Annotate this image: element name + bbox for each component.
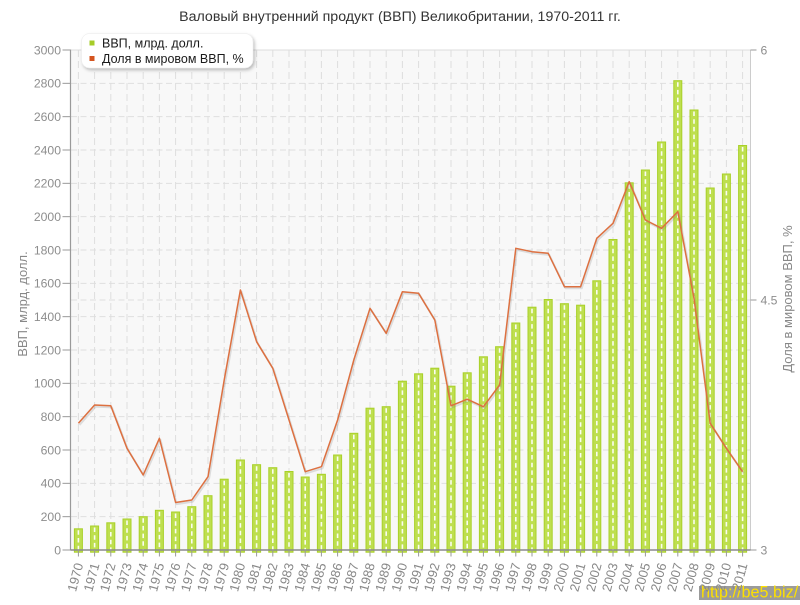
svg-text:2007: 2007 <box>664 561 686 593</box>
svg-text:1984: 1984 <box>291 561 313 593</box>
svg-text:2006: 2006 <box>648 561 670 593</box>
svg-text:1978: 1978 <box>194 561 216 593</box>
svg-text:2001: 2001 <box>567 561 589 593</box>
svg-text:2600: 2600 <box>34 110 61 124</box>
svg-text:1985: 1985 <box>307 561 329 593</box>
svg-text:2200: 2200 <box>34 177 61 191</box>
svg-text:1988: 1988 <box>356 561 378 593</box>
svg-text:1998: 1998 <box>518 561 540 593</box>
svg-text:1973: 1973 <box>113 561 135 593</box>
svg-text:4.5: 4.5 <box>761 293 778 307</box>
svg-text:800: 800 <box>41 410 62 424</box>
svg-text:1975: 1975 <box>145 561 167 593</box>
svg-text:1991: 1991 <box>405 561 427 593</box>
svg-text:1993: 1993 <box>437 561 459 593</box>
svg-text:400: 400 <box>41 477 62 491</box>
svg-text:2800: 2800 <box>34 77 61 91</box>
svg-text:Валовый внутренний продукт (ВВ: Валовый внутренний продукт (ВВП) Великоб… <box>179 9 621 25</box>
svg-text:1999: 1999 <box>534 561 556 593</box>
svg-text:1974: 1974 <box>129 561 151 593</box>
svg-text:1970: 1970 <box>64 561 86 593</box>
svg-text:2002: 2002 <box>583 561 605 593</box>
svg-text:1986: 1986 <box>324 561 346 593</box>
svg-text:1995: 1995 <box>469 561 491 593</box>
svg-text:ВВП, млрд. долл.: ВВП, млрд. долл. <box>102 37 203 51</box>
svg-text:http://be5.biz/: http://be5.biz/ <box>701 584 799 601</box>
svg-text:2009: 2009 <box>696 561 718 593</box>
svg-text:2003: 2003 <box>599 561 621 593</box>
svg-text:2010: 2010 <box>712 561 734 593</box>
svg-text:1981: 1981 <box>243 561 265 593</box>
svg-text:2000: 2000 <box>34 210 61 224</box>
svg-text:2400: 2400 <box>34 143 61 157</box>
svg-text:Доля в мировом ВВП, %: Доля в мировом ВВП, % <box>102 52 244 66</box>
svg-text:1989: 1989 <box>372 561 394 593</box>
svg-text:3000: 3000 <box>34 43 61 57</box>
svg-text:2011: 2011 <box>729 561 751 592</box>
svg-text:2000: 2000 <box>550 561 572 593</box>
svg-text:1977: 1977 <box>178 561 200 593</box>
svg-text:1990: 1990 <box>388 561 410 593</box>
svg-text:1980: 1980 <box>226 561 248 593</box>
svg-text:1996: 1996 <box>486 561 508 593</box>
svg-text:0: 0 <box>54 543 61 557</box>
svg-text:2004: 2004 <box>615 561 637 593</box>
svg-text:1400: 1400 <box>34 310 61 324</box>
svg-text:1000: 1000 <box>34 377 61 391</box>
svg-text:1987: 1987 <box>340 561 362 593</box>
svg-text:200: 200 <box>41 510 62 524</box>
svg-text:Доля в мировом ВВП, %: Доля в мировом ВВП, % <box>780 225 795 373</box>
svg-text:1200: 1200 <box>34 343 61 357</box>
svg-text:3: 3 <box>761 543 768 557</box>
svg-text:1600: 1600 <box>34 277 61 291</box>
svg-text:ВВП, млрд. долл.: ВВП, млрд. долл. <box>15 251 30 357</box>
svg-text:1972: 1972 <box>97 561 119 593</box>
svg-text:1982: 1982 <box>259 561 281 593</box>
svg-text:1992: 1992 <box>421 561 443 593</box>
svg-text:1997: 1997 <box>502 561 524 593</box>
svg-text:1971: 1971 <box>81 561 103 593</box>
svg-text:1994: 1994 <box>453 561 475 593</box>
svg-text:1976: 1976 <box>162 561 184 593</box>
svg-text:6: 6 <box>761 43 768 57</box>
svg-text:1979: 1979 <box>210 561 232 593</box>
svg-text:1983: 1983 <box>275 561 297 593</box>
svg-text:600: 600 <box>41 443 62 457</box>
svg-text:1800: 1800 <box>34 243 61 257</box>
svg-text:2008: 2008 <box>680 561 702 593</box>
svg-text:2005: 2005 <box>631 561 653 593</box>
